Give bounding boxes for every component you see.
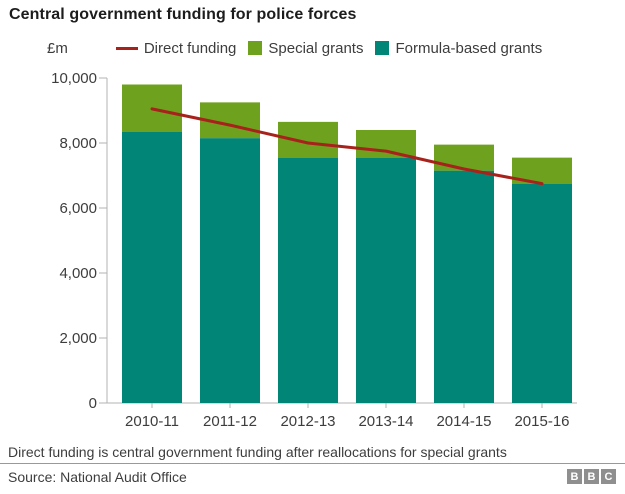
stacked-bar-chart: 0 2,000 4,000 6,000 8,000 10,000 2010-11 2011-1… <box>51 70 577 430</box>
x-tick-label: 2015-16 <box>514 413 569 430</box>
x-tick-label: 2012-13 <box>280 413 335 430</box>
y-tick-label: 6,000 <box>59 200 97 217</box>
y-tick-label: 0 <box>89 395 97 412</box>
bbc-logo-letter: B <box>567 469 582 484</box>
direct-funding-line <box>150 107 544 186</box>
y-axis-unit-label: £m <box>47 39 68 57</box>
legend-item-direct-funding: Direct funding <box>115 39 237 57</box>
x-tick-label: 2011-12 <box>203 413 257 430</box>
bar-segment-formula-grants <box>200 138 260 403</box>
y-tick-label: 8,000 <box>59 135 97 152</box>
legend-item-special-grants: Special grants <box>248 40 363 57</box>
line-swatch-icon <box>115 46 138 50</box>
x-tick-label: 2014-15 <box>436 413 491 430</box>
source-attribution: Source: National Audit Office <box>8 469 187 485</box>
bar-segment-formula-grants <box>512 183 572 403</box>
bar-segment-special-grants <box>356 130 416 158</box>
chart-title: Central government funding for police fo… <box>9 6 357 23</box>
y-tick-label: 4,000 <box>59 265 97 282</box>
bbc-logo-letter: C <box>601 469 616 484</box>
x-tick-label: 2013-14 <box>358 413 413 430</box>
footer-divider <box>0 463 625 464</box>
legend-item-label: Direct funding <box>143 39 237 57</box>
legend-items: Direct funding Special grants Formula-ba… <box>115 39 542 57</box>
chart-footnote: Direct funding is central government fun… <box>8 444 507 460</box>
square-swatch-icon <box>375 41 390 55</box>
bar-segment-formula-grants <box>434 170 494 403</box>
bbc-logo: B B C <box>567 469 616 484</box>
bar-segment-special-grants <box>434 144 494 171</box>
y-tick-label: 2,000 <box>59 330 97 347</box>
legend: £m Direct funding Special grants Formula… <box>47 38 542 58</box>
square-swatch-icon <box>248 41 263 55</box>
legend-item-formula-based-grants: Formula-based grants <box>375 40 542 57</box>
bbc-logo-letter: B <box>584 469 599 484</box>
bar-segment-formula-grants <box>356 157 416 403</box>
bar-segment-formula-grants <box>278 157 338 403</box>
x-tick-label: 2010-11 <box>125 413 179 430</box>
legend-item-label: Formula-based grants <box>395 39 543 57</box>
legend-item-label: Special grants <box>268 39 364 57</box>
bar-segment-special-grants <box>278 121 338 158</box>
bar-segment-formula-grants <box>122 131 182 403</box>
y-tick-label: 10,000 <box>51 70 97 87</box>
